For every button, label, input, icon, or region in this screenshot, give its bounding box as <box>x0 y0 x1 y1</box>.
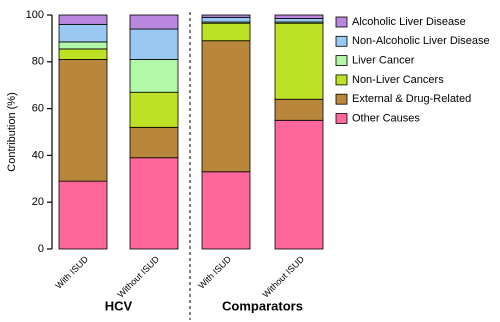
bar-segment <box>58 48 108 60</box>
legend-swatch <box>335 35 348 47</box>
y-tick-label: 80 <box>32 56 44 68</box>
bar-segment <box>274 98 324 121</box>
y-tick-label: 60 <box>32 103 44 115</box>
bar-segment <box>58 59 108 182</box>
bar-segment <box>129 126 179 159</box>
y-tick-label: 40 <box>32 149 44 161</box>
bar-segment <box>58 180 108 250</box>
x-tick-label: Without ISUD <box>260 254 306 300</box>
bar-segment <box>129 157 179 250</box>
group-label: Comparators <box>222 298 303 313</box>
legend-swatch <box>335 74 348 86</box>
bar-segment <box>201 14 251 18</box>
legend-label: Liver Cancer <box>352 55 415 67</box>
bar-segment <box>58 23 108 43</box>
y-tick-label: 0 <box>38 243 44 255</box>
x-tick-label: Without ISUD <box>115 254 161 300</box>
legend-label: Alcoholic Liver Disease <box>352 16 466 28</box>
bar-segment <box>201 16 251 23</box>
y-tick-label: 100 <box>26 9 44 21</box>
bar-segment <box>274 119 324 250</box>
legend-swatch <box>335 113 348 124</box>
y-tick-label: 20 <box>32 196 44 208</box>
legend-swatch <box>335 55 348 66</box>
legend-label: Other Causes <box>352 112 420 124</box>
bar-segment <box>129 91 179 128</box>
x-tick-label: With ISUD <box>53 254 90 291</box>
bar-segment <box>129 59 179 93</box>
bar-segment <box>129 28 179 60</box>
bar-segment <box>201 171 251 250</box>
legend-label: Non-Alcoholic Liver Disease <box>352 35 490 47</box>
group-label: HCV <box>105 298 133 313</box>
legend-swatch <box>335 93 348 105</box>
legend-label: External & Drug-Related <box>352 93 471 105</box>
x-tick-label: With ISUD <box>196 254 233 291</box>
bar-segment <box>58 41 108 50</box>
bar-segment <box>201 22 251 42</box>
bar-segment <box>274 22 324 100</box>
bar-segment <box>274 18 324 23</box>
bar-segment <box>129 14 179 30</box>
legend-label: Non-Liver Cancers <box>352 74 444 86</box>
y-axis-title: Contribution (%) <box>6 92 18 171</box>
bar-segment <box>201 40 251 173</box>
legend-swatch <box>335 16 348 28</box>
bar-segment <box>274 14 324 19</box>
bar-segment <box>58 14 108 25</box>
